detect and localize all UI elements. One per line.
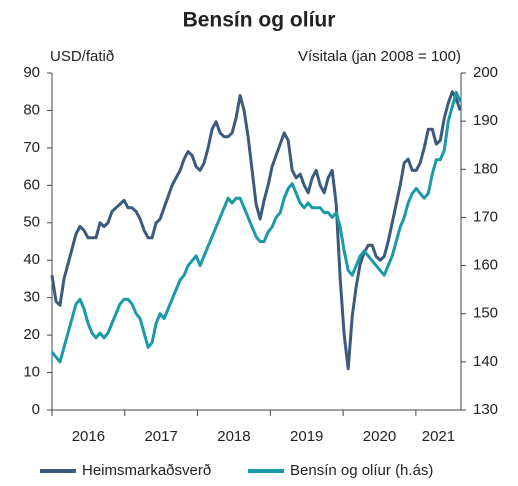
y2-tick-label: 170: [473, 208, 498, 225]
y-axis-label: USD/fatið: [50, 48, 114, 65]
legend-label: Bensín og olíur (h.ás): [290, 462, 433, 479]
y-tick-label: 30: [23, 289, 40, 306]
y2-tick-label: 180: [473, 160, 498, 177]
y-tick-label: 10: [23, 364, 40, 381]
x-tick-label: 2017: [144, 428, 177, 445]
chart-title: Bensín og olíur: [183, 9, 336, 32]
x-tick-label: 2018: [217, 428, 250, 445]
y2-tick-label: 160: [473, 257, 498, 274]
series-line: [50, 90, 462, 364]
x-tick-label: 2016: [72, 428, 105, 445]
series-line: [50, 90, 462, 371]
y2-tick-label: 200: [473, 64, 498, 81]
y-tick-label: 20: [23, 326, 40, 343]
y2-tick-label: 130: [473, 401, 498, 418]
y-tick-label: 50: [23, 214, 40, 231]
legend-label: Heimsmarkaðsverð: [82, 462, 211, 479]
y-tick-label: 70: [23, 139, 40, 156]
x-tick-label: 2020: [363, 428, 396, 445]
y2-tick-label: 150: [473, 305, 498, 322]
y-tick-label: 80: [23, 101, 40, 118]
y-tick-label: 0: [32, 401, 40, 418]
y-tick-label: 60: [23, 176, 40, 193]
y-tick-label: 90: [23, 64, 40, 81]
y-tick-label: 40: [23, 251, 40, 268]
y2-tick-label: 190: [473, 112, 498, 129]
x-tick-label: 2019: [290, 428, 323, 445]
x-tick-label: 2021: [422, 428, 455, 445]
y2-tick-label: 140: [473, 353, 498, 370]
y2-axis-label: Vísitala (jan 2008 = 100): [298, 48, 461, 65]
